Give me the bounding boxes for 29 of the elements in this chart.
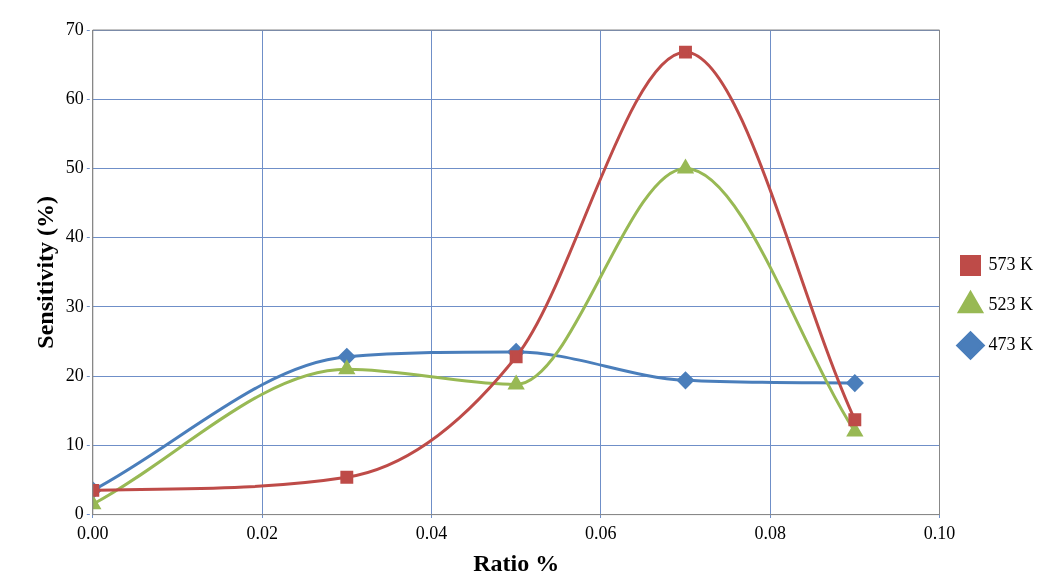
x-tick-label: 0.08 (754, 523, 786, 544)
point (679, 45, 692, 59)
point (848, 413, 862, 427)
legend-label: 473 K (988, 334, 1033, 355)
x-tick-label: 0.06 (585, 523, 617, 544)
x-tick-label: 0.04 (415, 523, 448, 544)
point (339, 360, 355, 375)
point (677, 159, 694, 174)
point (340, 470, 354, 484)
y-tick-label: 20 (65, 364, 84, 385)
y-tick-label: 70 (65, 18, 84, 39)
y-tick-label: 0 (74, 503, 84, 524)
y-tick-label: 30 (65, 295, 84, 316)
y-tick-label: 60 (65, 87, 84, 108)
y-axis-title: Sensitivity (%) (31, 195, 58, 349)
x-tick-label: 0.02 (246, 523, 278, 544)
legend-label: 523 K (988, 294, 1033, 315)
point (846, 374, 864, 392)
y-tick-label: 10 (65, 434, 84, 455)
point (338, 348, 356, 366)
point (676, 371, 694, 389)
x-tick-label: 0.10 (923, 523, 956, 544)
y-tick-label: 40 (65, 226, 84, 247)
point (509, 350, 523, 364)
legend-label: 573 K (988, 254, 1033, 275)
x-tick-label: 0.00 (77, 523, 109, 544)
y-tick-label: 50 (65, 157, 84, 178)
point (508, 375, 524, 390)
x-axis-title: Ratio % (473, 549, 560, 576)
